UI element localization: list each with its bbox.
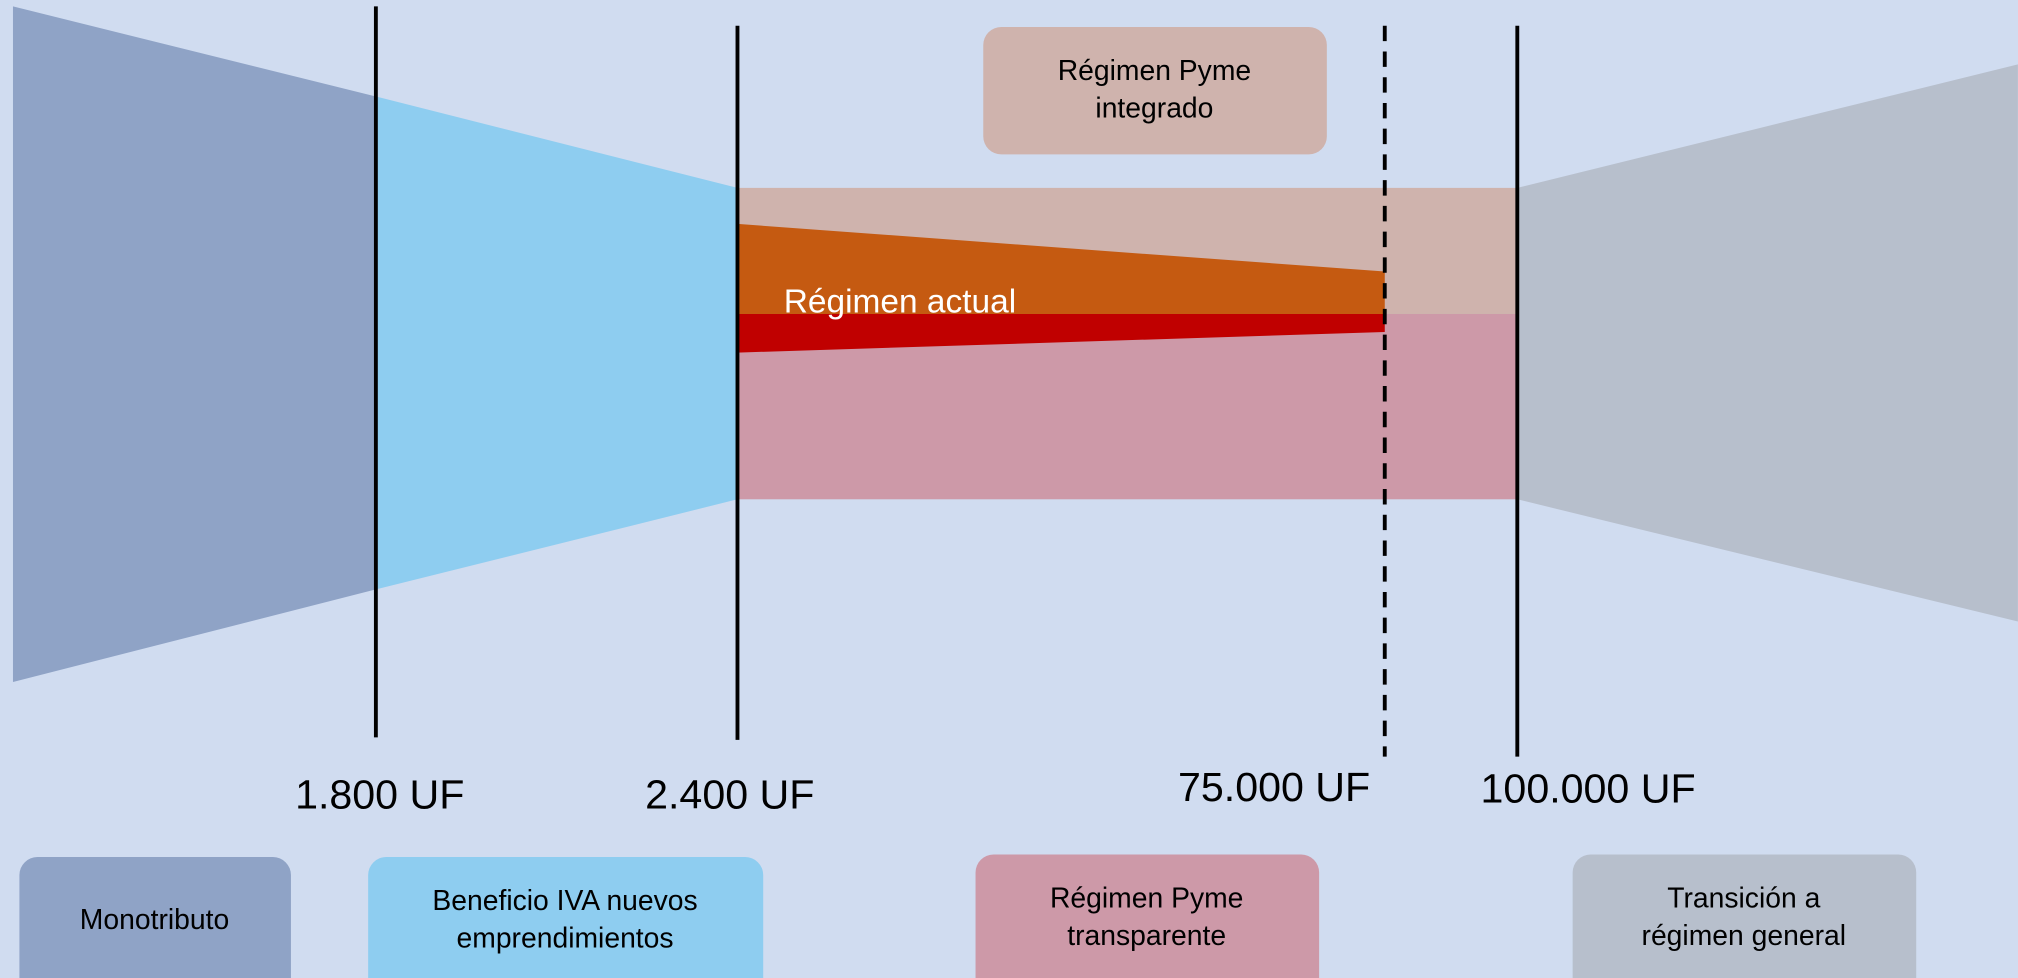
transicion-area: [1517, 64, 2018, 622]
box-label: Régimen Pyme: [1058, 54, 1251, 86]
regimen-actual-lower: [737, 313, 1385, 353]
beneficio-area: [375, 96, 738, 590]
box-label: Régimen Pyme: [1050, 882, 1243, 914]
legend-box: [19, 857, 291, 978]
regimen-actual-upper: [737, 223, 1385, 314]
legend-box: [1572, 854, 1917, 978]
box-label: emprendimientos: [457, 922, 674, 954]
monotributo-area: [12, 6, 376, 683]
box-label: Transición a: [1667, 882, 1820, 914]
band-label: Régimen actual: [784, 284, 1016, 321]
box-label: transparente: [1067, 919, 1226, 951]
box-label: integrado: [1095, 92, 1213, 124]
threshold-label: 100.000 UF: [1481, 765, 1696, 811]
legend-box: [975, 854, 1320, 978]
box-label: régimen general: [1642, 919, 1847, 951]
box-label: Beneficio IVA nuevos: [432, 884, 697, 916]
top-box: [983, 27, 1327, 155]
threshold-label: 75.000 UF: [1178, 764, 1370, 810]
box-label: Monotributo: [80, 903, 229, 935]
threshold-label: 1.800 UF: [295, 772, 464, 818]
threshold-label: 2.400 UF: [645, 772, 814, 818]
legend-box: [368, 857, 764, 978]
